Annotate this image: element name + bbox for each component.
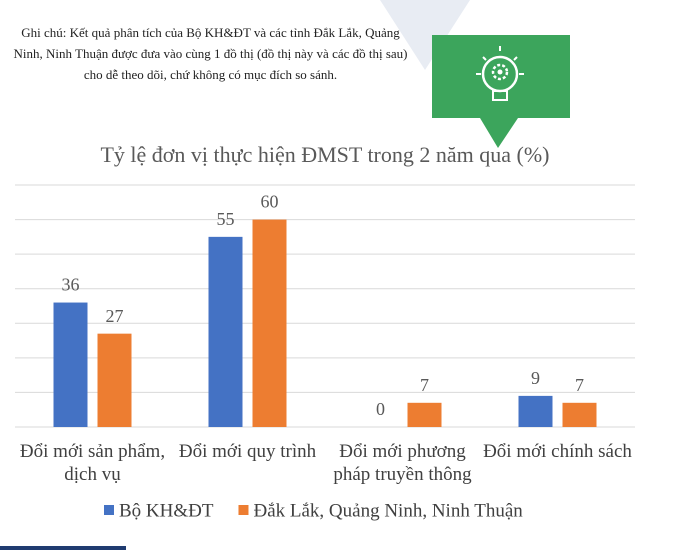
x-tick-label: Đổi mới phương pháp truyền thông xyxy=(333,441,472,485)
note: Ghi chú: Kết quả phân tích của Bộ KH&ĐT … xyxy=(13,25,408,82)
bar xyxy=(407,402,442,427)
bar xyxy=(252,219,287,427)
legend-swatch xyxy=(238,505,249,515)
bar xyxy=(562,402,597,427)
value-label: 36 xyxy=(62,275,80,295)
x-tick-label: Đổi mới chính sách xyxy=(483,441,632,462)
value-label: 60 xyxy=(261,192,279,212)
bar xyxy=(208,236,243,427)
value-label: 7 xyxy=(575,375,584,395)
decor-triangle xyxy=(380,0,470,70)
bar xyxy=(97,333,132,427)
value-label: 55 xyxy=(217,209,235,229)
value-label: 27 xyxy=(106,306,124,326)
decor-bar xyxy=(0,546,126,550)
chart-title: Tỷ lệ đơn vị thực hiện ĐMST trong 2 năm … xyxy=(100,142,549,167)
chart-area xyxy=(0,100,655,550)
value-label: 7 xyxy=(420,375,429,395)
bar xyxy=(518,395,553,427)
x-tick-label: Đổi mới sản phẩm, dịch vụ xyxy=(19,441,166,485)
legend-swatch xyxy=(104,505,114,515)
value-label: 0 xyxy=(376,399,385,419)
legend-label: Đắk Lắk, Quảng Ninh, Ninh Thuận xyxy=(253,500,523,521)
value-label: 9 xyxy=(531,368,540,388)
bar xyxy=(53,302,88,427)
legend-label: Bộ KH&ĐT xyxy=(119,500,214,521)
x-tick-label: Đổi mới quy trình xyxy=(178,441,317,462)
idea-icon-box xyxy=(432,35,570,148)
